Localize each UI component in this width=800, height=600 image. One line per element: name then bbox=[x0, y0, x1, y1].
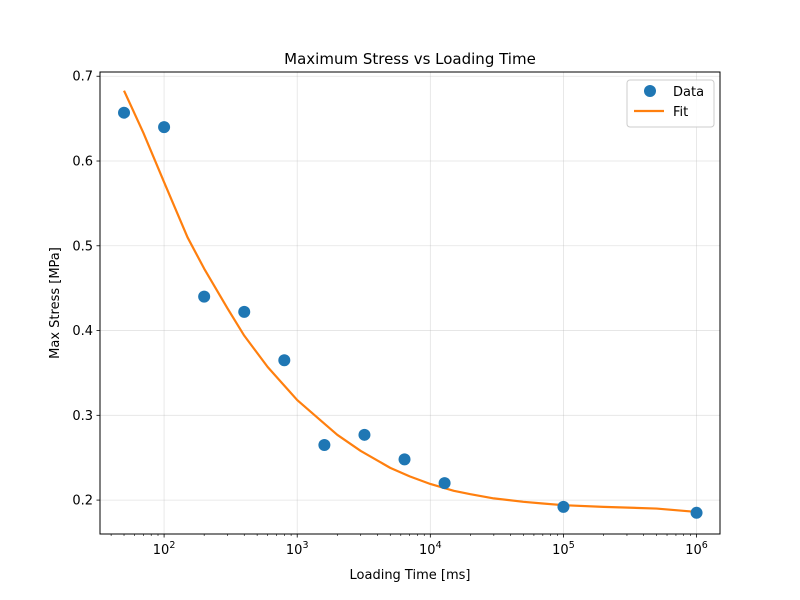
y-axis-label: Max Stress [MPa] bbox=[48, 247, 63, 359]
data-point bbox=[557, 500, 570, 513]
x-axis: 102 103 104 105 106 bbox=[110, 534, 708, 558]
y-tick-label: 0.7 bbox=[72, 70, 93, 85]
y-tick-label: 0.5 bbox=[72, 239, 93, 254]
x-tick-label: 106 bbox=[685, 540, 708, 558]
legend-data-marker bbox=[644, 85, 656, 97]
data-point bbox=[198, 290, 211, 303]
data-point bbox=[238, 305, 251, 318]
data-point bbox=[158, 121, 171, 134]
data-point bbox=[690, 506, 703, 519]
data-point bbox=[318, 438, 331, 451]
data-point bbox=[398, 453, 411, 466]
data-point bbox=[358, 428, 371, 441]
legend: Data Fit bbox=[626, 79, 715, 128]
chart-title: Maximum Stress vs Loading Time bbox=[284, 50, 536, 68]
x-axis-label: Loading Time [ms] bbox=[350, 568, 471, 583]
y-tick-label: 0.4 bbox=[72, 324, 93, 339]
x-tick-label: 105 bbox=[552, 540, 575, 558]
legend-fit-label: Fit bbox=[673, 105, 688, 120]
y-tick-label: 0.6 bbox=[72, 155, 93, 170]
plot-content bbox=[118, 90, 703, 519]
data-point bbox=[278, 354, 291, 367]
legend-data-label: Data bbox=[673, 85, 704, 100]
y-tick-label: 0.2 bbox=[72, 494, 93, 509]
x-tick-label: 104 bbox=[419, 540, 442, 558]
gridlines bbox=[100, 72, 720, 534]
data-point bbox=[438, 477, 451, 490]
x-tick-label: 102 bbox=[153, 540, 176, 558]
fit-line bbox=[123, 90, 697, 514]
x-tick-label: 103 bbox=[286, 540, 309, 558]
y-tick-label: 0.3 bbox=[72, 409, 93, 424]
y-axis: 0.2 0.3 0.4 0.5 0.6 0.7 bbox=[72, 70, 100, 509]
data-point bbox=[118, 106, 131, 119]
